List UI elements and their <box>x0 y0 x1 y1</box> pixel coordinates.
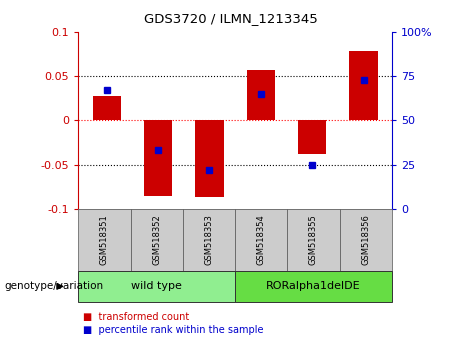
Text: RORalpha1delDE: RORalpha1delDE <box>266 281 361 291</box>
Bar <box>93 96 121 120</box>
Text: GSM518355: GSM518355 <box>309 215 318 265</box>
Text: wild type: wild type <box>131 281 182 291</box>
Bar <box>247 70 275 120</box>
Text: GDS3720 / ILMN_1213345: GDS3720 / ILMN_1213345 <box>144 12 317 25</box>
Bar <box>298 120 326 154</box>
Bar <box>144 120 172 196</box>
Bar <box>349 51 378 120</box>
Text: genotype/variation: genotype/variation <box>5 281 104 291</box>
Text: GSM518351: GSM518351 <box>100 215 109 265</box>
Text: GSM518352: GSM518352 <box>152 215 161 265</box>
Text: ■  percentile rank within the sample: ■ percentile rank within the sample <box>83 325 264 335</box>
Text: GSM518353: GSM518353 <box>205 215 213 265</box>
Text: GSM518356: GSM518356 <box>361 215 370 265</box>
Text: ■  transformed count: ■ transformed count <box>83 312 189 322</box>
Text: GSM518354: GSM518354 <box>257 215 266 265</box>
Bar <box>195 120 224 198</box>
